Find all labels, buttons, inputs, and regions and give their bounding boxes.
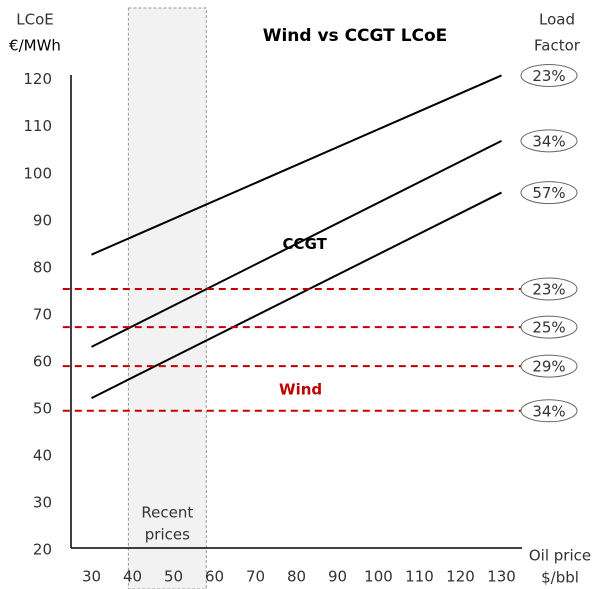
shaded-region xyxy=(127,7,207,589)
x-tick-label: 100 xyxy=(364,568,393,586)
legend-title: Factor xyxy=(534,37,581,55)
x-tick-label: 110 xyxy=(405,568,434,586)
legend-label: 23% xyxy=(532,67,565,85)
x-tick-label: 80 xyxy=(287,568,306,586)
x-tick-label: 70 xyxy=(246,568,265,586)
y-tick-label: 40 xyxy=(33,446,52,464)
x-tick-label: 90 xyxy=(328,568,347,586)
line xyxy=(91,191,502,399)
x-tick-label: 50 xyxy=(164,568,183,586)
x-tick-label: 30 xyxy=(82,568,101,586)
legend-label: 25% xyxy=(532,319,565,337)
legend-badge xyxy=(520,354,578,378)
y-axis-label: €/MWh xyxy=(9,37,61,55)
chart-title: Wind vs CCGT LCoE xyxy=(263,26,448,46)
line xyxy=(91,139,502,348)
y-tick-label: 100 xyxy=(23,164,52,182)
legend-title: Load xyxy=(539,11,575,29)
x-tick-label: 120 xyxy=(446,568,475,586)
legend-badge xyxy=(520,181,578,205)
shade-label: Recent xyxy=(141,504,193,522)
shade-label: prices xyxy=(145,526,190,544)
legend-label: 23% xyxy=(532,280,565,298)
legend-badge xyxy=(520,399,578,423)
y-tick-label: 30 xyxy=(33,493,52,511)
annotation: Wind xyxy=(279,381,322,399)
y-tick-label: 50 xyxy=(33,399,52,417)
annotation: CCGT xyxy=(283,235,328,253)
line xyxy=(91,74,502,256)
legend-label: 29% xyxy=(532,358,565,376)
x-tick-label: 130 xyxy=(487,568,516,586)
x-tick-label: 60 xyxy=(205,568,224,586)
y-tick-label: 80 xyxy=(33,258,52,276)
y-tick-label: 110 xyxy=(23,117,52,135)
legend-badge xyxy=(520,277,578,301)
x-axis-label: $/bbl xyxy=(541,569,579,587)
legend-badge xyxy=(520,315,578,339)
y-tick-label: 20 xyxy=(33,541,52,559)
x-tick-label: 40 xyxy=(123,568,142,586)
legend-label: 57% xyxy=(532,184,565,202)
x-axis-label: Oil price xyxy=(529,547,591,565)
legend-badge xyxy=(520,129,578,153)
y-tick-label: 90 xyxy=(33,211,52,229)
y-tick-label: 70 xyxy=(33,305,52,323)
legend-label: 34% xyxy=(532,132,565,150)
y-tick-label: 120 xyxy=(23,70,52,88)
legend-badge xyxy=(520,63,578,87)
y-tick-label: 60 xyxy=(33,352,52,370)
legend-label: 34% xyxy=(532,402,565,420)
y-axis-label: LCoE xyxy=(16,11,54,29)
